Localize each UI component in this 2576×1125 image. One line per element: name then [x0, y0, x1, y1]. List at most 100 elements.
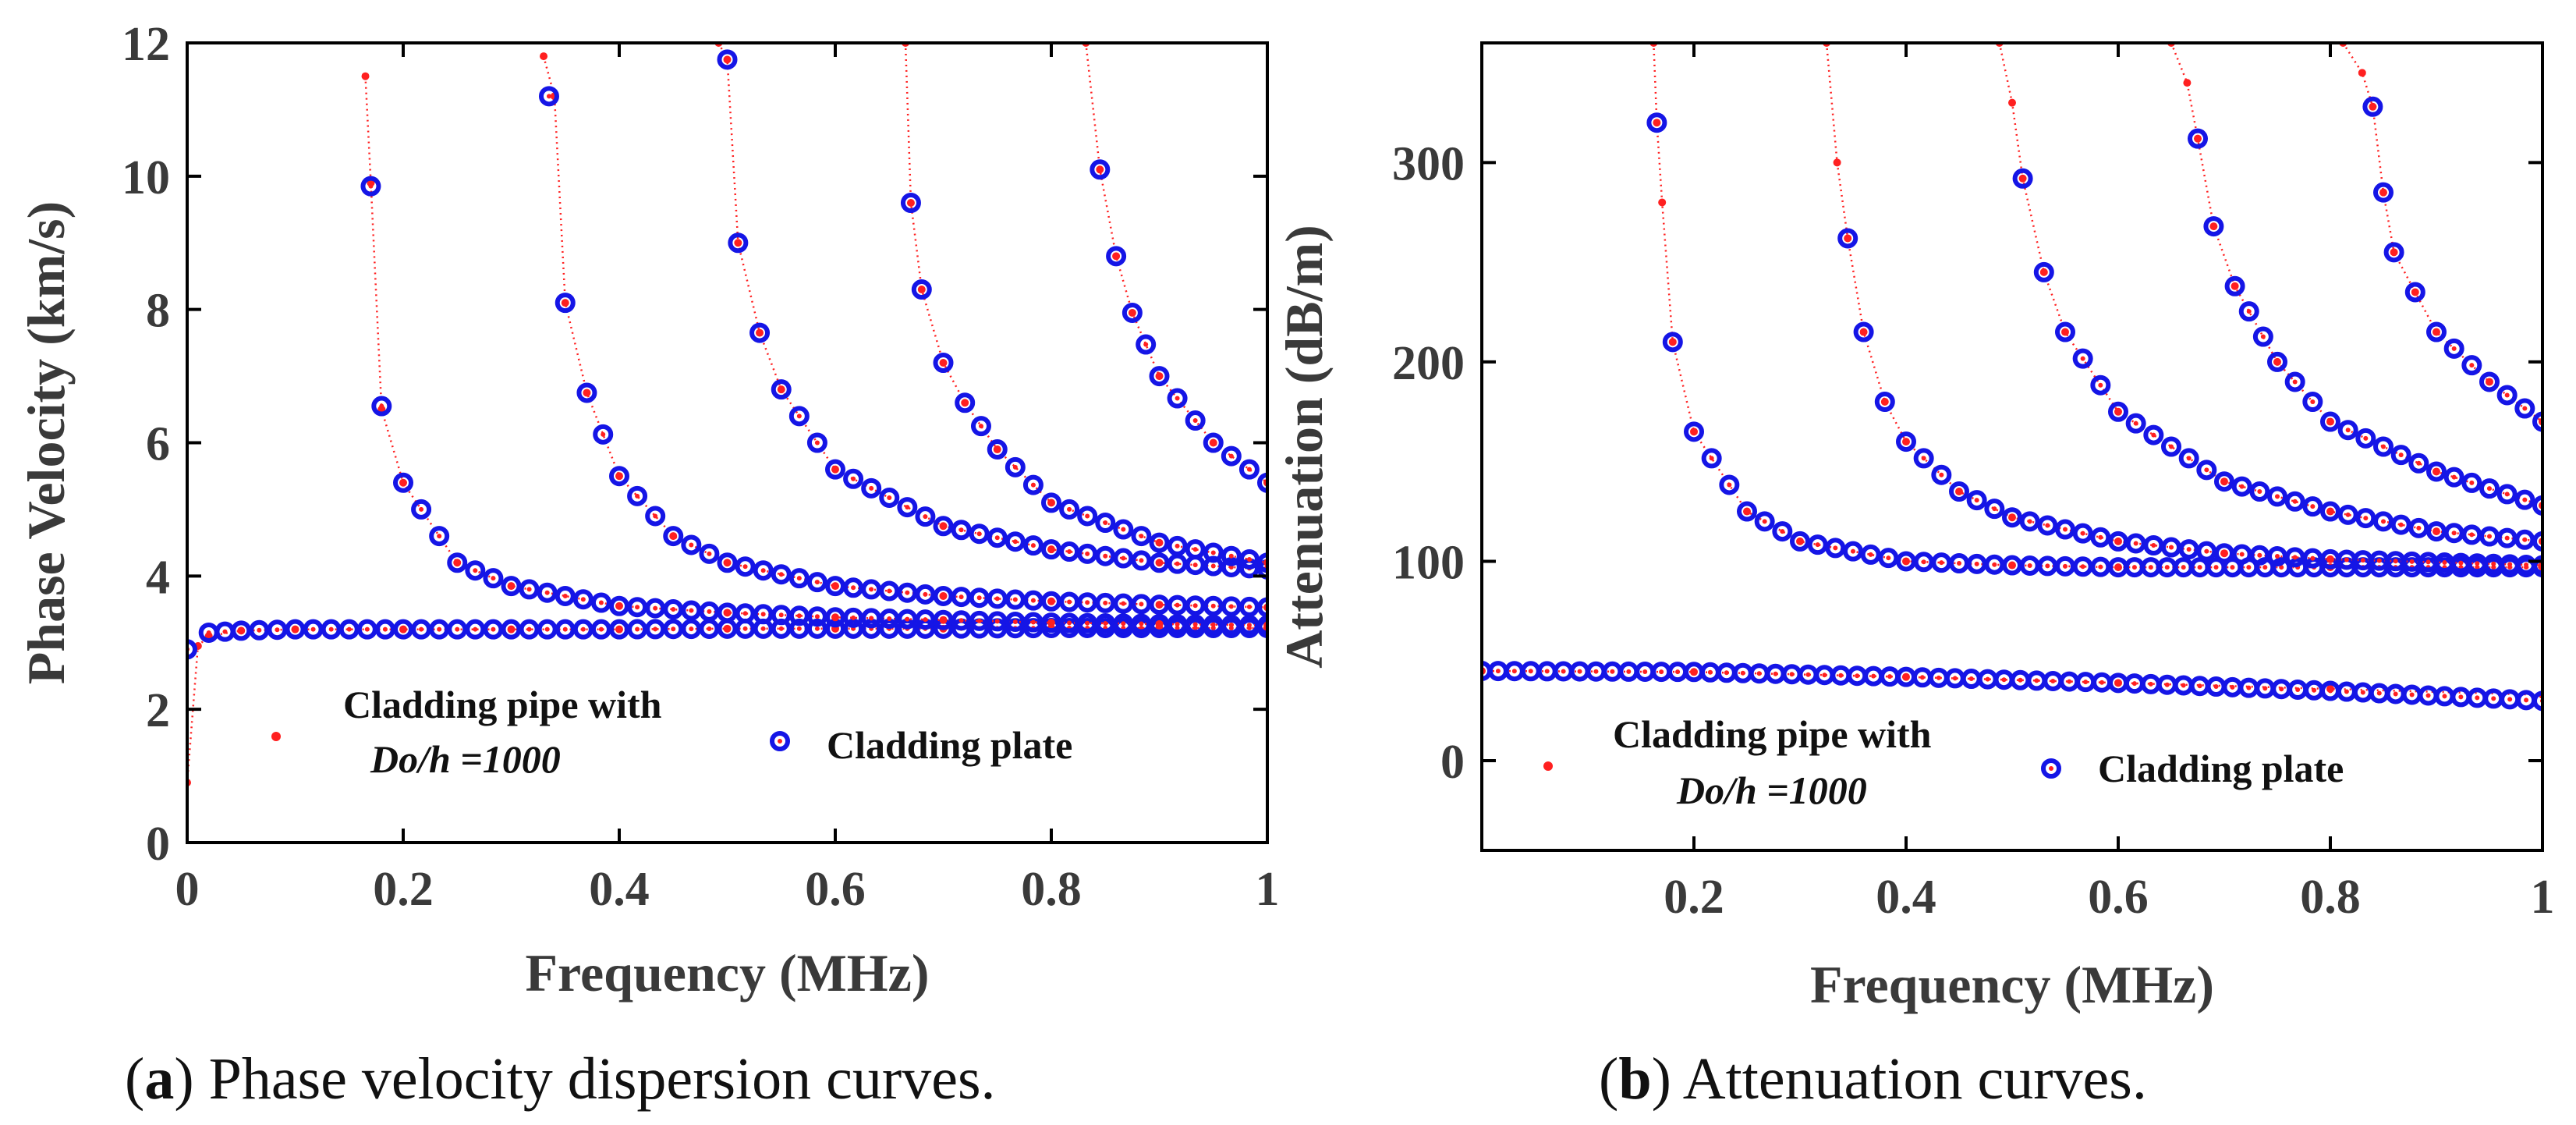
pipe-point — [1210, 622, 1216, 627]
plate-point — [645, 619, 666, 640]
plate-point — [1005, 611, 1026, 632]
plate-point — [969, 587, 990, 609]
plate-point — [843, 577, 864, 598]
pipe-point — [2067, 679, 2072, 684]
pipe-point — [2275, 359, 2280, 364]
pipe-point — [2010, 562, 2014, 568]
plate-series-mode-0 — [1482, 661, 2542, 712]
plate-point — [825, 576, 845, 597]
plate-point — [1059, 612, 1080, 633]
pipe-point — [1727, 482, 1732, 488]
pipe-point — [2381, 444, 2386, 449]
pipe-point — [1789, 672, 1795, 677]
plate-point — [1646, 112, 1667, 133]
plate-point — [1238, 615, 1260, 636]
plate-point — [2090, 527, 2111, 548]
pipe-point — [2409, 559, 2415, 564]
plate-series-mode-5 — [1090, 159, 1267, 493]
pipe-point — [1192, 625, 1198, 630]
pipe-point — [689, 626, 694, 632]
pipe-point — [1838, 673, 1844, 678]
pipe-point — [257, 627, 262, 633]
pipe-point — [796, 413, 802, 419]
pipe-point — [760, 612, 766, 617]
caption-a: (a) Phase velocity dispersion curves. — [125, 1046, 996, 1112]
plate-point — [753, 604, 774, 625]
pipe-point — [1085, 600, 1090, 605]
plate-point — [1077, 506, 1098, 527]
plate-point — [537, 619, 558, 640]
pipe-point — [1610, 669, 1615, 674]
plate-point — [393, 472, 413, 493]
pipe-point — [1030, 619, 1036, 625]
plate-point — [1203, 432, 1224, 453]
pipe-point — [2257, 552, 2262, 558]
plate-point — [447, 552, 468, 573]
plate-series-mode-1 — [1646, 112, 2542, 578]
pipe-point — [1192, 547, 1198, 552]
pipe-point — [1121, 527, 1126, 532]
pipe-point — [2434, 469, 2439, 474]
plate-point — [2532, 531, 2542, 552]
plate-point — [1966, 490, 1987, 511]
plate-point — [1238, 548, 1260, 570]
plate-point — [2337, 420, 2358, 441]
pipe-point — [887, 616, 892, 621]
pipe-point — [1228, 604, 1234, 609]
pipe-point — [2116, 565, 2121, 570]
pipe-point — [1067, 549, 1072, 555]
plate-point — [1185, 614, 1206, 635]
plate-point — [645, 598, 666, 619]
pipe-point — [2010, 515, 2014, 520]
pipe-point — [1851, 548, 1855, 554]
pipe-point — [941, 617, 946, 623]
pipe-point — [1049, 500, 1054, 506]
pipe-point — [1939, 472, 1944, 477]
pipe-point — [1103, 553, 1108, 559]
plate-point — [2002, 507, 2022, 528]
pipe-point — [1745, 509, 1749, 514]
pipe-point — [2195, 136, 2200, 141]
pipe-point — [2434, 529, 2439, 534]
pipe-point — [978, 424, 983, 429]
y-axis-label: Phase Velocity (km/s) — [16, 201, 76, 685]
pipe-point — [1642, 669, 1648, 674]
pipe-point — [1709, 456, 1714, 461]
plate-point — [1022, 535, 1044, 556]
plate-point — [2302, 392, 2323, 412]
pipe-point — [2442, 560, 2447, 566]
pipe-point — [275, 627, 280, 633]
pipe-point — [2186, 547, 2192, 552]
pipe-point — [1246, 556, 1252, 562]
plate-point — [749, 322, 771, 343]
plate-point — [1149, 613, 1170, 634]
pipe-point — [1921, 456, 1926, 461]
pipe-point — [328, 626, 334, 632]
pipe-point — [361, 72, 370, 80]
plate-point — [1221, 596, 1242, 617]
pipe-point — [2345, 428, 2351, 433]
pipe-point — [2131, 565, 2137, 570]
pipe-point — [1139, 534, 1144, 539]
plate-point — [717, 552, 738, 573]
plate-point — [2362, 96, 2383, 117]
pipe-point — [2213, 565, 2219, 570]
plate-point — [2479, 478, 2500, 499]
pipe-point — [1957, 561, 1961, 566]
plate-point — [537, 582, 558, 603]
legend-pipe-label-line2: Do/h =1000 — [370, 737, 561, 781]
legend-pipe-marker — [271, 732, 281, 741]
plot-area — [1482, 43, 2542, 712]
pipe-point — [508, 584, 514, 589]
pipe-point — [2008, 98, 2016, 107]
pipe-point — [2310, 504, 2316, 509]
plate-point — [2037, 515, 2058, 536]
plate-point — [2231, 476, 2252, 497]
pipe-point — [653, 605, 658, 611]
plate-point — [1701, 448, 1722, 469]
pipe-point — [2116, 538, 2121, 544]
pipe-point — [869, 616, 874, 621]
pipe-point — [2522, 406, 2528, 411]
plate-point — [1896, 431, 1916, 452]
plate-point — [1684, 421, 1704, 442]
